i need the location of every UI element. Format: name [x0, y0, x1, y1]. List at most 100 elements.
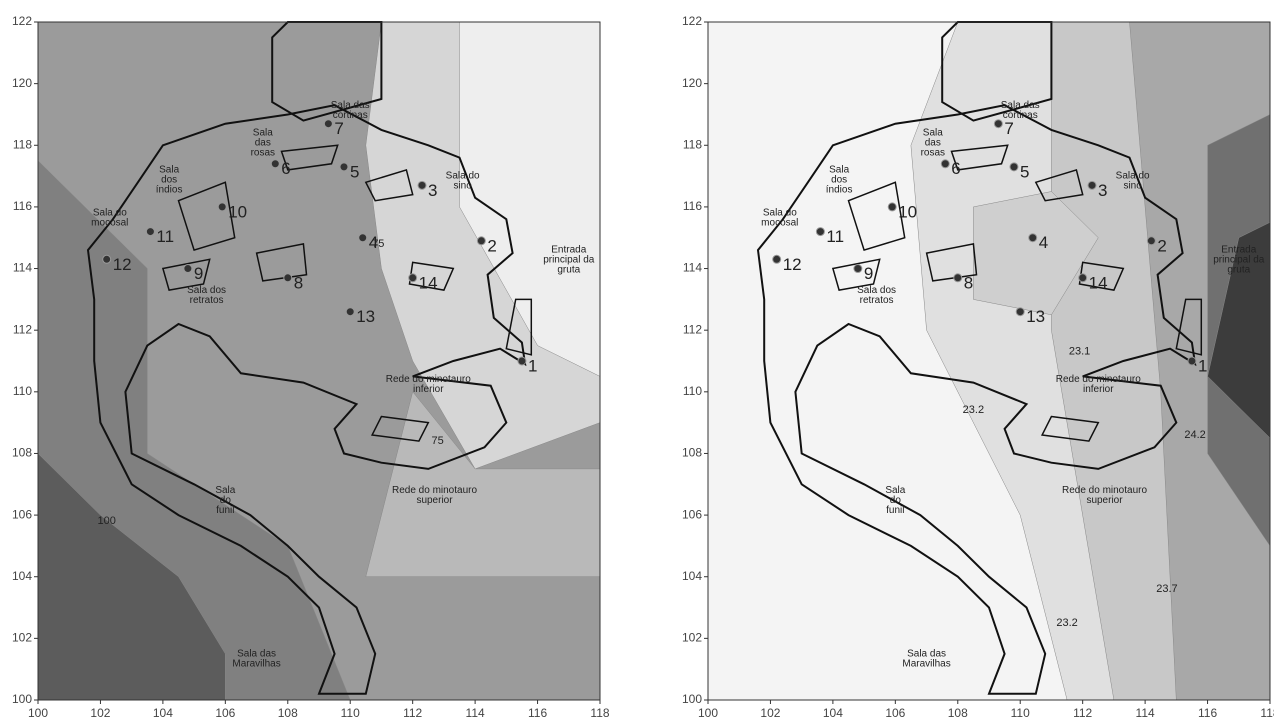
- station-dot: [103, 255, 111, 263]
- station-dot: [1188, 357, 1196, 365]
- y-tick-label: 114: [683, 261, 702, 275]
- x-tick-label: 116: [528, 706, 547, 720]
- station-label: 10: [228, 202, 247, 221]
- x-tick-label: 100: [28, 706, 48, 720]
- station-label: 3: [428, 181, 437, 200]
- station-dot: [1079, 274, 1087, 282]
- contour-label: 23.1: [1069, 346, 1090, 358]
- x-tick-label: 116: [1198, 706, 1217, 720]
- station-label: 8: [294, 273, 303, 292]
- contour-label: 75: [432, 435, 444, 447]
- place-label: Maravilhas: [232, 658, 280, 669]
- station-dot: [773, 255, 781, 263]
- contour-label: 100: [98, 515, 116, 527]
- station-label: 2: [487, 236, 496, 255]
- place-label: sino: [453, 181, 472, 192]
- x-tick-label: 110: [341, 706, 360, 720]
- station-dot: [409, 274, 417, 282]
- station-dot: [941, 160, 949, 168]
- station-dot: [1010, 163, 1018, 171]
- station-dot: [1029, 234, 1037, 242]
- place-label: inferior: [413, 384, 444, 395]
- x-tick-label: 114: [466, 706, 485, 720]
- station-label: 4: [1039, 233, 1048, 252]
- x-tick-label: 102: [760, 706, 780, 720]
- y-tick-label: 106: [12, 507, 32, 521]
- station-dot: [284, 274, 292, 282]
- station-dot: [146, 228, 154, 236]
- y-tick-label: 114: [13, 261, 32, 275]
- station-dot: [1016, 308, 1024, 316]
- contour-label: 23.2: [963, 404, 984, 416]
- place-label: rosas: [251, 148, 275, 159]
- x-tick-label: 106: [215, 706, 235, 720]
- station-dot: [218, 203, 226, 211]
- place-label: Maravilhas: [902, 658, 950, 669]
- station-label: 10: [898, 202, 917, 221]
- place-label: gruta: [1227, 265, 1250, 276]
- x-tick-label: 112: [403, 706, 422, 720]
- place-label: sino: [1123, 181, 1142, 192]
- station-label: 1: [1198, 356, 1207, 375]
- station-dot: [271, 160, 279, 168]
- station-dot: [1147, 237, 1155, 245]
- x-tick-label: 102: [90, 706, 110, 720]
- station-label: 9: [194, 264, 203, 283]
- y-tick-label: 116: [683, 199, 702, 213]
- y-tick-label: 100: [12, 692, 32, 706]
- y-tick-label: 122: [682, 14, 702, 28]
- station-dot: [518, 357, 526, 365]
- place-label: retratos: [860, 295, 894, 306]
- station-dot: [418, 181, 426, 189]
- station-label: 5: [1020, 162, 1029, 181]
- y-tick-label: 108: [12, 446, 32, 460]
- station-dot: [359, 234, 367, 242]
- contour-label: 75: [372, 238, 384, 250]
- station-dot: [340, 163, 348, 171]
- station-label: 6: [281, 159, 290, 178]
- station-label: 9: [864, 264, 873, 283]
- place-label: rosas: [921, 148, 945, 159]
- y-tick-label: 116: [13, 199, 32, 213]
- y-tick-label: 112: [13, 322, 32, 336]
- place-label: gruta: [557, 265, 580, 276]
- y-tick-label: 110: [13, 384, 32, 398]
- place-label: funil: [886, 505, 904, 516]
- place-label: mocosal: [761, 218, 798, 229]
- y-tick-label: 122: [12, 14, 32, 28]
- station-dot: [184, 265, 192, 273]
- x-tick-label: 108: [948, 706, 968, 720]
- x-tick-label: 114: [1136, 706, 1155, 720]
- x-tick-label: 104: [153, 706, 173, 720]
- x-tick-label: 112: [1073, 706, 1092, 720]
- y-tick-label: 110: [683, 384, 702, 398]
- y-tick-label: 108: [682, 446, 702, 460]
- place-label: superior: [416, 495, 453, 506]
- figure: 1001021041061081101121141161181001021041…: [0, 0, 1274, 724]
- contour-label: 23.2: [1056, 617, 1077, 629]
- place-label: mocosal: [91, 218, 128, 229]
- station-label: 2: [1157, 236, 1166, 255]
- station-dot: [1088, 181, 1096, 189]
- y-tick-label: 102: [682, 631, 702, 645]
- station-label: 6: [951, 159, 960, 178]
- station-dot: [854, 265, 862, 273]
- x-tick-label: 118: [590, 706, 609, 720]
- y-tick-label: 118: [13, 137, 32, 151]
- contour-label: 23.7: [1156, 583, 1177, 595]
- place-label: inferior: [1083, 384, 1114, 395]
- x-tick-label: 106: [885, 706, 905, 720]
- y-tick-label: 102: [12, 631, 32, 645]
- station-label: 13: [356, 307, 375, 326]
- station-dot: [346, 308, 354, 316]
- station-label: 12: [783, 255, 802, 274]
- x-tick-label: 100: [698, 706, 718, 720]
- place-label: cortinas: [1003, 110, 1038, 121]
- map-panel: 1001021041061081101121141161181001021041…: [682, 14, 1274, 720]
- station-label: 5: [350, 162, 359, 181]
- station-label: 12: [113, 255, 132, 274]
- place-label: cortinas: [333, 110, 368, 121]
- y-tick-label: 120: [682, 76, 702, 90]
- y-tick-label: 104: [12, 569, 32, 583]
